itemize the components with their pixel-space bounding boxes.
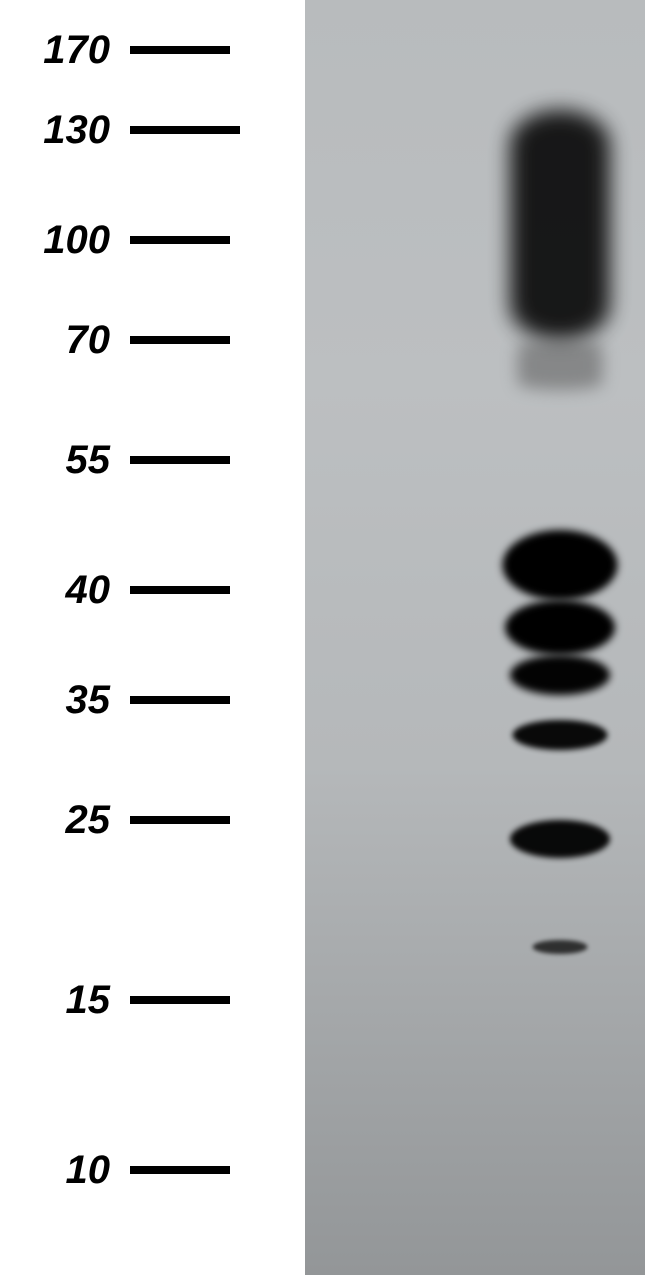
mw-tick: [130, 816, 230, 824]
molecular-weight-ladder: 170 130 100 70 55 40 35 25 15 10: [0, 0, 300, 1275]
mw-label: 10: [0, 1148, 130, 1193]
mw-label: 40: [0, 568, 130, 613]
mw-tick: [130, 46, 230, 54]
mw-tick: [130, 1166, 230, 1174]
mw-label: 130: [0, 108, 130, 153]
band: [503, 530, 618, 600]
mw-label: 55: [0, 438, 130, 483]
band: [518, 340, 603, 390]
mw-label: 70: [0, 318, 130, 363]
mw-marker-40: 40: [0, 570, 300, 610]
mw-label: 25: [0, 798, 130, 843]
mw-tick: [130, 696, 230, 704]
western-blot-figure: 170 130 100 70 55 40 35 25 15 10: [0, 0, 650, 1275]
mw-label: 100: [0, 218, 130, 263]
mw-marker-10: 10: [0, 1150, 300, 1190]
lane-2: [475, 0, 645, 1275]
band: [533, 940, 588, 954]
mw-marker-170: 170: [0, 30, 300, 70]
mw-marker-35: 35: [0, 680, 300, 720]
mw-tick: [130, 456, 230, 464]
band: [505, 600, 615, 655]
mw-marker-15: 15: [0, 980, 300, 1020]
mw-marker-70: 70: [0, 320, 300, 360]
mw-tick: [130, 236, 230, 244]
mw-marker-130: 130: [0, 110, 300, 150]
mw-label: 170: [0, 28, 130, 73]
mw-marker-25: 25: [0, 800, 300, 840]
band: [513, 720, 608, 750]
mw-label: 35: [0, 678, 130, 723]
mw-marker-100: 100: [0, 220, 300, 260]
mw-tick: [130, 126, 240, 134]
mw-label: 15: [0, 978, 130, 1023]
band: [510, 655, 610, 695]
band: [510, 110, 610, 340]
mw-tick: [130, 996, 230, 1004]
band: [510, 820, 610, 858]
mw-tick: [130, 336, 230, 344]
lane-1: [305, 0, 475, 1275]
blot-membrane: [305, 0, 645, 1275]
mw-tick: [130, 586, 230, 594]
mw-marker-55: 55: [0, 440, 300, 480]
